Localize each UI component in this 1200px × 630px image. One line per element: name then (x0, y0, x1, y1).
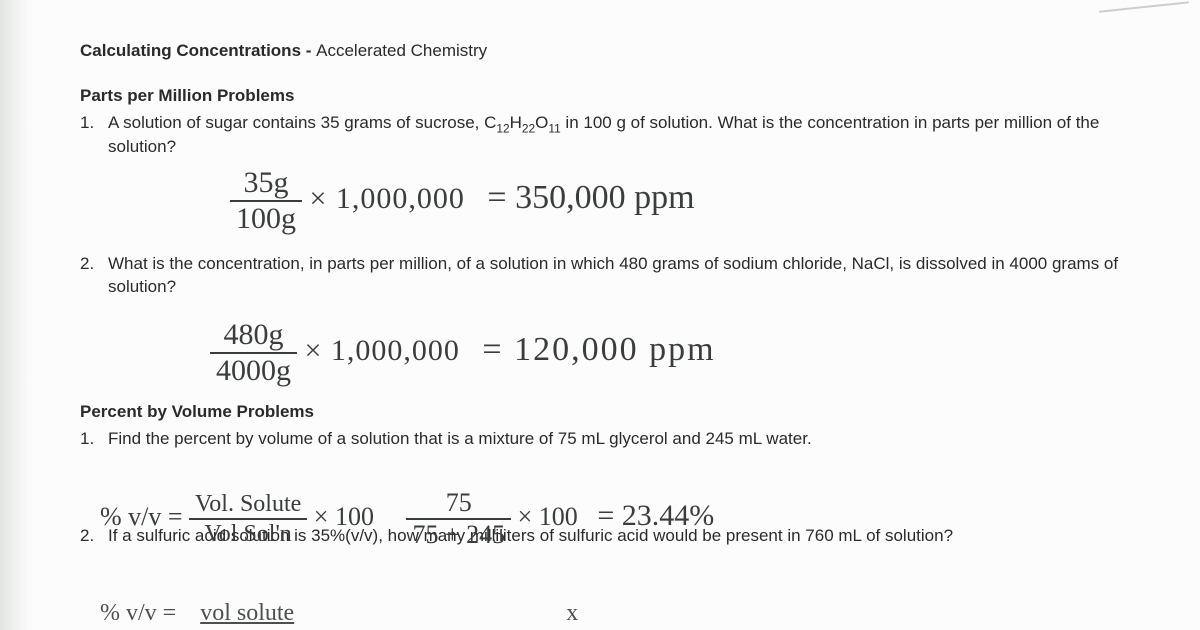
fraction-denominator: 100g (230, 200, 302, 234)
fraction: 75 75 + 245 (406, 490, 511, 548)
fraction: 480g 4000g (210, 320, 297, 386)
handwriting-ppm2: 480g 4000g × 1,000,000 = 120,000 ppm (210, 320, 716, 386)
problem-text: A solution of sugar contains 35 grams of… (108, 112, 1140, 159)
section-heading-pbv: Percent by Volume Problems (80, 401, 1140, 424)
fraction-numerator: 35g (230, 168, 302, 200)
problem-number: 2. (80, 253, 108, 299)
page-title: Calculating Concentrations - Accelerated… (80, 40, 1140, 63)
handwriting-result: = 350,000 ppm (487, 179, 694, 216)
fraction: 35g 100g (230, 168, 302, 234)
problem-text: What is the concentration, in parts per … (108, 253, 1140, 299)
title-bold: Calculating Concentrations - (80, 41, 316, 60)
handwriting-text: × 100 (518, 502, 578, 531)
fraction-numerator: 75 (406, 490, 511, 518)
handwriting-pbv2: % v/v = vol solute x (100, 600, 578, 627)
handwriting-pbv1: % v/v = Vol. Solute Vol Sol'n × 100 75 7… (100, 490, 714, 548)
text-fragment: H (510, 113, 522, 132)
problem-number: 1. (80, 112, 108, 159)
subscript: 12 (496, 121, 509, 135)
handwriting-text: × 1,000,000 (305, 334, 460, 367)
worksheet-page: Calculating Concentrations - Accelerated… (0, 0, 1200, 548)
problem-number: 1. (80, 428, 108, 451)
handwriting-text: × 100 (314, 502, 374, 531)
fraction-numerator: Vol. Solute (189, 492, 307, 518)
handwriting-text: x (566, 600, 578, 626)
text-fragment: A solution of sugar contains 35 grams of… (108, 113, 496, 132)
problem-text: Find the percent by volume of a solution… (108, 428, 1140, 451)
title-rest: Accelerated Chemistry (316, 41, 487, 60)
fraction-numerator: 480g (210, 320, 297, 352)
ppm-problem-2: 2. What is the concentration, in parts p… (80, 253, 1140, 299)
handwriting-text: % v/v = (100, 502, 183, 531)
fraction-denominator: Vol Sol'n (189, 518, 307, 546)
text-fragment: O (535, 113, 548, 132)
handwriting-text: % v/v = (100, 600, 176, 626)
pbv-problem-1: 1. Find the percent by volume of a solut… (80, 428, 1140, 451)
handwriting-result: = 120,000 ppm (482, 331, 715, 368)
handwriting-result: = 23.44% (597, 499, 714, 532)
handwriting-text: vol solute (200, 600, 294, 626)
section-heading-ppm: Parts per Million Problems (80, 85, 1140, 108)
handwriting-text: × 1,000,000 (310, 182, 465, 215)
subscript: 22 (522, 121, 535, 135)
fraction: Vol. Solute Vol Sol'n (189, 492, 307, 546)
fraction-denominator: 75 + 245 (406, 518, 511, 548)
handwriting-ppm1: 35g 100g × 1,000,000 = 350,000 ppm (230, 168, 695, 234)
ppm-problem-1: 1. A solution of sugar contains 35 grams… (80, 112, 1140, 159)
fraction-denominator: 4000g (210, 352, 297, 386)
subscript: 11 (548, 121, 560, 135)
